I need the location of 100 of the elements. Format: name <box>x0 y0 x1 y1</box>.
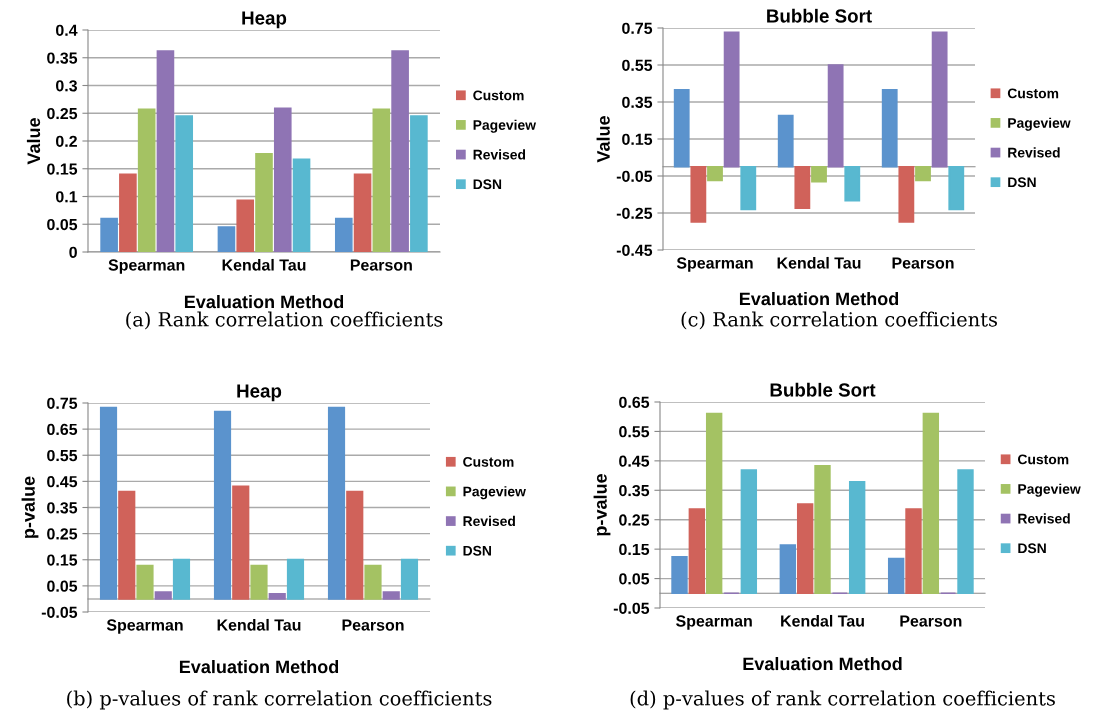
bar <box>400 558 419 600</box>
legend-label: DSN <box>1008 177 1036 188</box>
x-tick-label: Pearson <box>350 259 412 271</box>
x-tick-label: Kendal Tau <box>222 258 306 271</box>
y-tick-label: 0.35 <box>622 96 653 108</box>
y-axis-title: Value <box>596 116 610 163</box>
x-tick-label: Spearman <box>676 257 753 272</box>
legend-label: Custom <box>1017 454 1069 465</box>
chart-title: Bubble Sort <box>767 8 872 23</box>
bar <box>898 165 915 223</box>
y-tick-label: 0.15 <box>47 163 78 175</box>
bar <box>372 108 391 252</box>
bar <box>673 88 690 168</box>
bar <box>346 490 364 600</box>
y-tick-label: -0.05 <box>41 606 78 618</box>
y-tick-label: -0.05 <box>613 602 650 614</box>
bar <box>705 412 723 595</box>
y-tick-label: 0.55 <box>619 426 650 438</box>
bar <box>286 558 305 600</box>
legend-label: Revised <box>473 149 526 160</box>
legend-label: Pageview <box>1018 483 1081 497</box>
x-tick-label: Pearson <box>342 619 404 631</box>
y-tick-label: 0.65 <box>619 396 650 408</box>
chart-title: Heap <box>242 11 287 29</box>
legend-label: Revised <box>1008 147 1060 158</box>
bar <box>100 217 118 252</box>
y-tick-label: 0.55 <box>622 59 653 71</box>
bar <box>844 165 861 202</box>
text: (b) p-values of rank correlation coefficients <box>67 690 492 710</box>
bar <box>740 469 758 595</box>
y-tick-label: 0.25 <box>619 514 650 526</box>
bar <box>848 480 866 595</box>
bar <box>327 406 346 600</box>
bar <box>707 165 723 182</box>
x-axis-title: Evaluation Method <box>179 660 339 674</box>
legend-label: Custom <box>1007 88 1059 99</box>
y-tick-label: 0.55 <box>47 449 78 462</box>
bar <box>887 557 905 595</box>
chart-title: Bubble Sort <box>770 382 876 397</box>
y-tick-label: 0.45 <box>619 455 650 467</box>
bar <box>364 564 382 600</box>
bar <box>796 503 814 595</box>
legend-label: Custom <box>463 456 514 467</box>
y-tick-label: 0.15 <box>619 543 650 556</box>
bar <box>255 152 273 252</box>
bar <box>688 508 706 595</box>
x-tick-label: Pearson <box>900 615 962 627</box>
bar <box>382 591 400 600</box>
y-axis-title: p-value <box>21 476 39 538</box>
bar <box>957 469 974 595</box>
y-tick-label: 0.2 <box>56 135 77 147</box>
legend-label: Pageview <box>473 119 537 133</box>
bar <box>137 108 156 252</box>
y-tick-label: 0.25 <box>47 107 78 120</box>
text: (a) Rank correlation coefficients <box>126 311 443 330</box>
bar <box>175 115 194 252</box>
y-tick-label: 0.75 <box>47 397 78 409</box>
y-tick-label: 0 <box>69 246 77 258</box>
bar <box>922 412 940 595</box>
bar <box>156 50 175 252</box>
bar <box>905 508 922 595</box>
bar <box>777 114 794 168</box>
legend-label: DSN <box>473 179 502 190</box>
x-tick-label: Kendal Tau <box>217 618 301 631</box>
bar <box>881 88 898 168</box>
bar <box>292 158 311 252</box>
y-tick-label: -0.05 <box>616 170 653 182</box>
bar <box>118 490 136 600</box>
bar <box>119 173 137 252</box>
y-tick-label: 0.3 <box>56 80 78 92</box>
bar <box>814 465 831 595</box>
y-tick-label: 0.1 <box>56 191 78 203</box>
bar <box>915 165 931 182</box>
bar <box>136 564 154 600</box>
bar <box>172 558 191 600</box>
y-tick-label: 0.05 <box>47 218 78 231</box>
bar <box>99 406 118 600</box>
legend-label: Revised <box>1018 513 1070 524</box>
chart-title: Heap <box>237 384 282 402</box>
x-tick-label: Spearman <box>106 619 183 634</box>
bar <box>217 226 236 252</box>
y-tick-label: 0.4 <box>56 24 78 36</box>
bar <box>948 165 965 211</box>
y-tick-label: 0.05 <box>47 580 78 592</box>
legend-label: Pageview <box>463 486 526 500</box>
y-axis-title: p-value <box>593 474 611 536</box>
bar <box>779 544 797 595</box>
text: (d) p-values of rank correlation coefficients <box>630 690 1055 710</box>
bar <box>232 485 250 600</box>
y-tick-label: 0.15 <box>47 554 78 566</box>
legend-label: DSN <box>1018 543 1046 554</box>
bar <box>353 173 372 252</box>
x-axis-title: Evaluation Method <box>743 657 902 671</box>
y-tick-label: -0.25 <box>616 207 653 219</box>
x-tick-label: Pearson <box>892 257 954 269</box>
bar <box>671 555 688 595</box>
bar <box>268 592 286 600</box>
x-tick-label: Spearman <box>108 259 185 274</box>
bar <box>740 165 757 211</box>
bar <box>334 217 353 252</box>
